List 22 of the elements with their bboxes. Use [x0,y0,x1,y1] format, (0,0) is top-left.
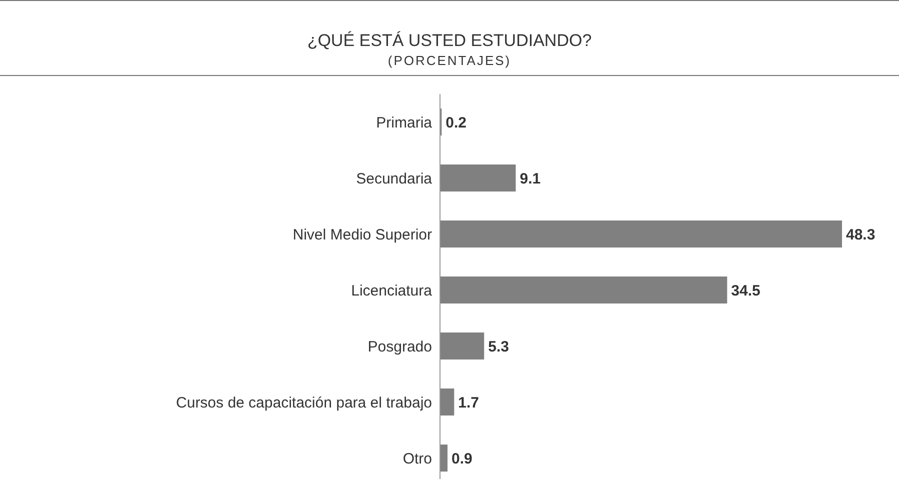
y-tick-label: Secundaria [356,170,433,188]
data-label: 0.2 [446,114,467,132]
bar [440,220,842,248]
y-tick-label: Nivel Medio Superior [292,226,432,244]
y-tick-label: Posgrado [368,338,432,356]
data-label: 48.3 [846,226,876,244]
data-label: 1.7 [458,394,480,412]
bar [440,444,448,472]
chart-subtitle: (PORCENTAJES) [386,53,512,69]
data-label: 0.9 [451,450,472,468]
bar [440,332,484,360]
y-tick-label: Cursos de capacitación para el trabajo [176,394,432,412]
data-label: 5.3 [488,338,509,356]
bar [440,164,516,192]
bar [440,276,728,304]
bar [440,388,454,416]
chart-title: ¿QUÉ ESTÁ USTED ESTUDIANDO? [306,31,593,51]
y-tick-label: Primaria [376,114,433,132]
y-tick-label: Licenciatura [351,282,433,300]
data-label: 34.5 [731,282,760,300]
y-tick-label: Otro [402,450,432,468]
data-label: 9.1 [520,170,541,188]
